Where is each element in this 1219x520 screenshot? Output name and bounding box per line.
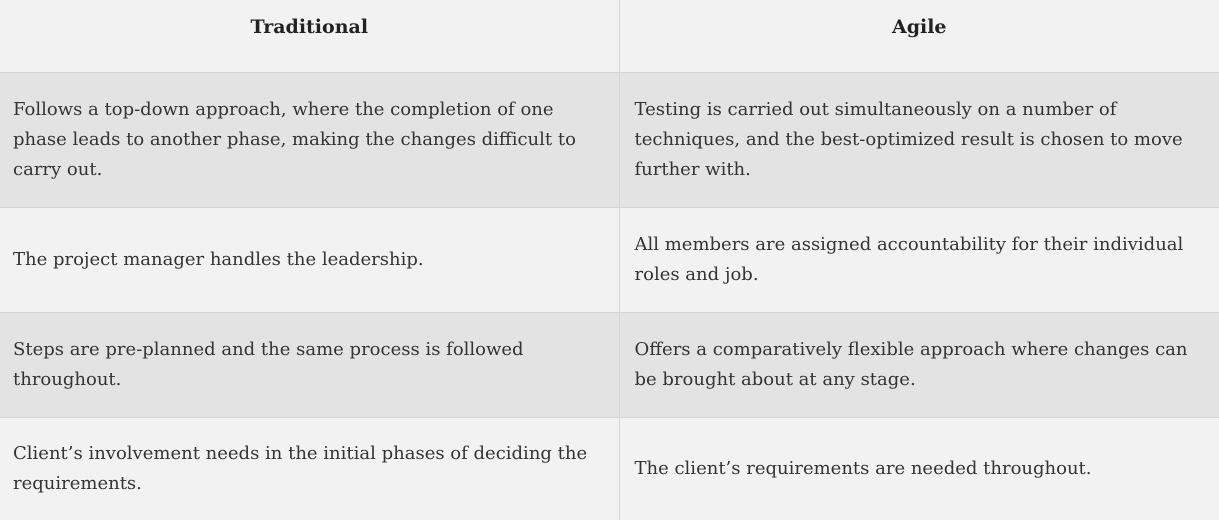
cell-agile-text: The client’s requirements are needed thr…: [634, 457, 1092, 479]
cell-traditional: The project manager handles the leadersh…: [0, 207, 620, 313]
table-row: Follows a top-down approach, where the c…: [0, 72, 1219, 208]
table-body: Follows a top-down approach, where the c…: [0, 72, 1219, 520]
cell-agile-text: Testing is carried out simultaneously on…: [634, 98, 1183, 180]
cell-agile: Testing is carried out simultaneously on…: [619, 72, 1219, 208]
cell-traditional-text: The project manager handles the leadersh…: [13, 248, 424, 270]
cell-traditional-text: Follows a top-down approach, where the c…: [13, 98, 576, 180]
header-agile: Agile: [619, 0, 1219, 73]
header-row: Traditional Agile: [0, 0, 1219, 73]
cell-agile-text: All members are assigned accountability …: [634, 233, 1184, 285]
cell-traditional-text: Client’s involvement needs in the initia…: [13, 442, 588, 494]
cell-traditional: Client’s involvement needs in the initia…: [0, 417, 620, 520]
header-traditional: Traditional: [0, 0, 620, 73]
table-row: The project manager handles the leadersh…: [0, 207, 1219, 313]
cell-traditional: Follows a top-down approach, where the c…: [0, 72, 620, 208]
table-row: Client’s involvement needs in the initia…: [0, 417, 1219, 520]
cell-agile: All members are assigned accountability …: [619, 207, 1219, 313]
cell-agile: Offers a comparatively flexible approach…: [619, 312, 1219, 418]
cell-agile: The client’s requirements are needed thr…: [619, 417, 1219, 520]
table-row: Steps are pre-planned and the same proce…: [0, 312, 1219, 418]
cell-traditional: Steps are pre-planned and the same proce…: [0, 312, 620, 418]
table-header: Traditional Agile: [0, 0, 1219, 73]
cell-agile-text: Offers a comparatively flexible approach…: [634, 338, 1188, 390]
cell-traditional-text: Steps are pre-planned and the same proce…: [13, 338, 524, 390]
